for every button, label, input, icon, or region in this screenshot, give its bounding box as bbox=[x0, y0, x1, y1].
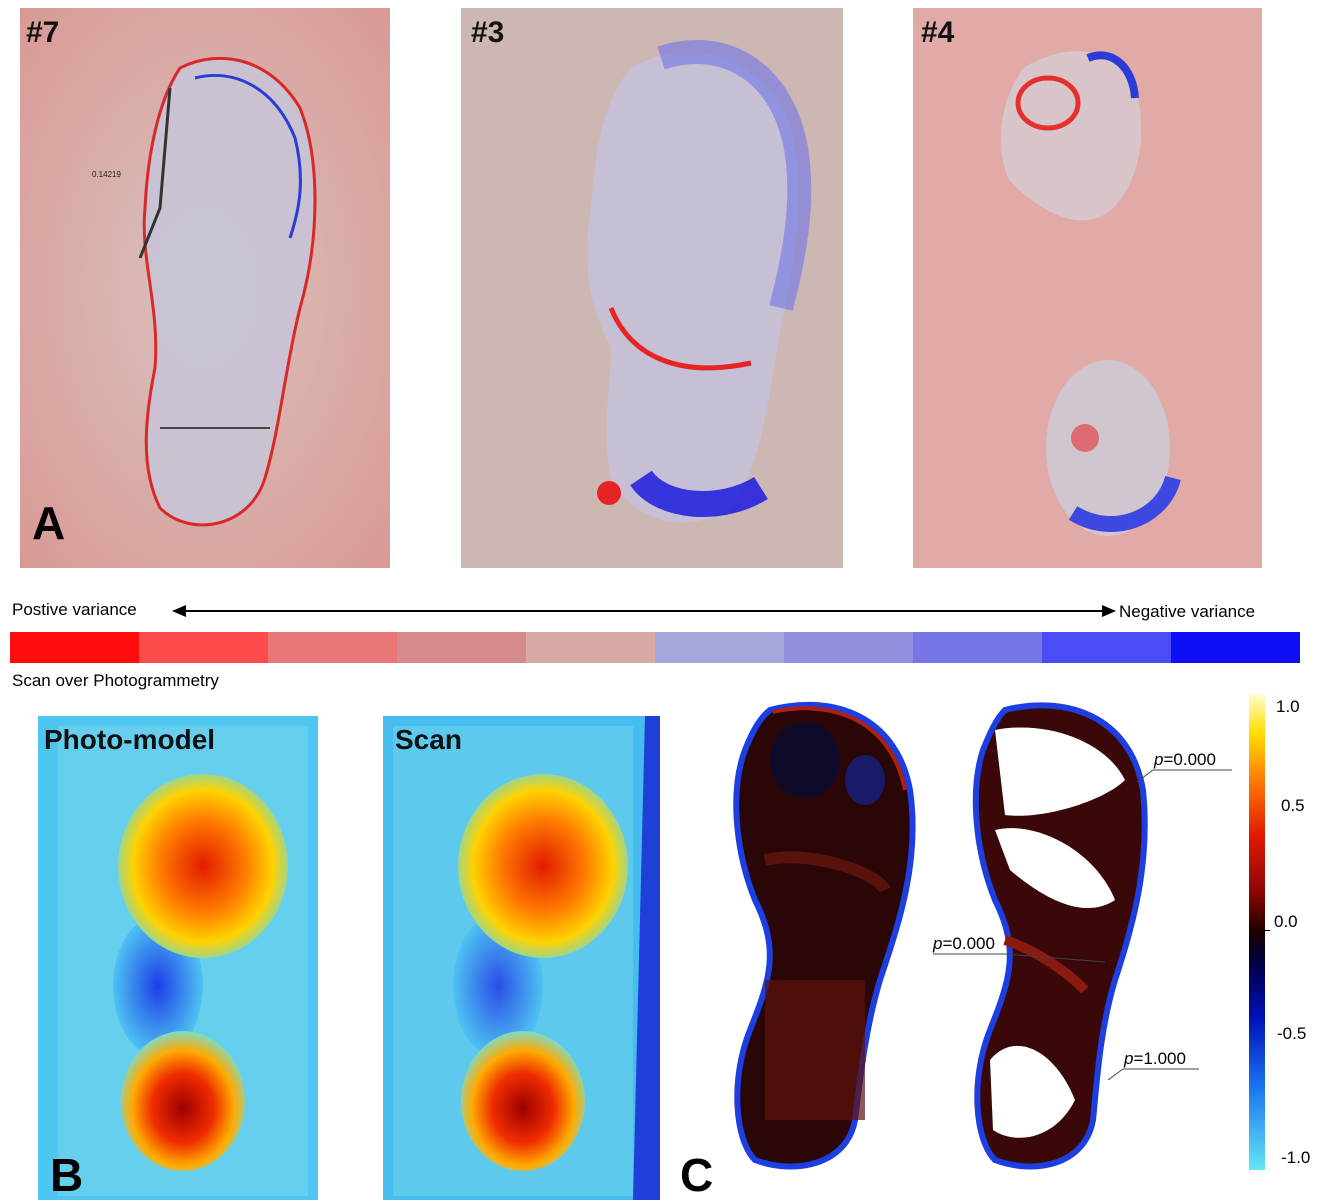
p-value-annotation: p=0.000 bbox=[933, 934, 995, 953]
variance-arrow bbox=[172, 605, 1116, 617]
variance-swatch-8 bbox=[1042, 632, 1171, 663]
footprint-4-graphic bbox=[913, 8, 1262, 568]
scan-heatmap bbox=[383, 716, 660, 1200]
p-value-annotation: p=1.000 bbox=[1124, 1049, 1186, 1068]
variance-color-bar bbox=[10, 632, 1300, 663]
heatmap-scan: Scan bbox=[383, 716, 660, 1200]
variance-swatch-3 bbox=[397, 632, 526, 663]
variance-swatch-0 bbox=[10, 632, 139, 663]
heatmap-title: Scan bbox=[395, 724, 462, 755]
measurement-annotation: 0.14219 bbox=[92, 170, 121, 179]
colorbar-tick-label: -0.5 bbox=[1277, 1024, 1307, 1043]
insole-p-value-map bbox=[972, 702, 1148, 1170]
heatmap-photo-model: Photo-model B bbox=[38, 716, 318, 1200]
variance-swatch-7 bbox=[913, 632, 1042, 663]
image-label: #3 bbox=[471, 16, 505, 49]
colorbar-zero-tick bbox=[1264, 930, 1270, 931]
image-label: #7 bbox=[26, 16, 60, 49]
footprint-image-4: #4 bbox=[913, 8, 1262, 568]
panel-letter-c: C bbox=[680, 1149, 714, 1201]
annotation-leader-lines bbox=[933, 769, 1232, 1080]
colorbar-tick-label: 0.0 bbox=[1274, 912, 1298, 931]
colorbar-tick-label: 0.5 bbox=[1281, 796, 1305, 815]
colorbar-tick-label: -1.0 bbox=[1281, 1148, 1311, 1167]
variance-swatch-5 bbox=[655, 632, 784, 663]
p-value-annotation: p=0.000 bbox=[1154, 750, 1216, 769]
positive-variance-label: Postive variance bbox=[12, 600, 137, 619]
photo-model-heatmap bbox=[38, 716, 318, 1200]
variance-swatch-4 bbox=[526, 632, 655, 663]
variance-swatch-6 bbox=[784, 632, 913, 663]
scale-caption: Scan over Photogrammetry bbox=[12, 671, 219, 690]
insole-difference-map bbox=[733, 701, 916, 1170]
variance-swatch-1 bbox=[139, 632, 268, 663]
footprint-image-7: #7 0.14219 A bbox=[20, 8, 390, 568]
variance-swatch-2 bbox=[268, 632, 397, 663]
footprint-3-graphic bbox=[461, 8, 843, 568]
footprint-7-graphic bbox=[20, 8, 390, 568]
image-label: #4 bbox=[921, 16, 955, 49]
colorbar-tick-label: 1.0 bbox=[1276, 697, 1300, 716]
colorbar bbox=[1249, 694, 1265, 1170]
panel-letter-a: A bbox=[32, 497, 66, 549]
panel-letter-b: B bbox=[50, 1149, 84, 1200]
negative-variance-label: Negative variance bbox=[1119, 602, 1256, 621]
footprint-image-3: #3 bbox=[461, 8, 843, 568]
heatmap-title: Photo-model bbox=[44, 724, 216, 755]
variance-swatch-9 bbox=[1171, 632, 1300, 663]
